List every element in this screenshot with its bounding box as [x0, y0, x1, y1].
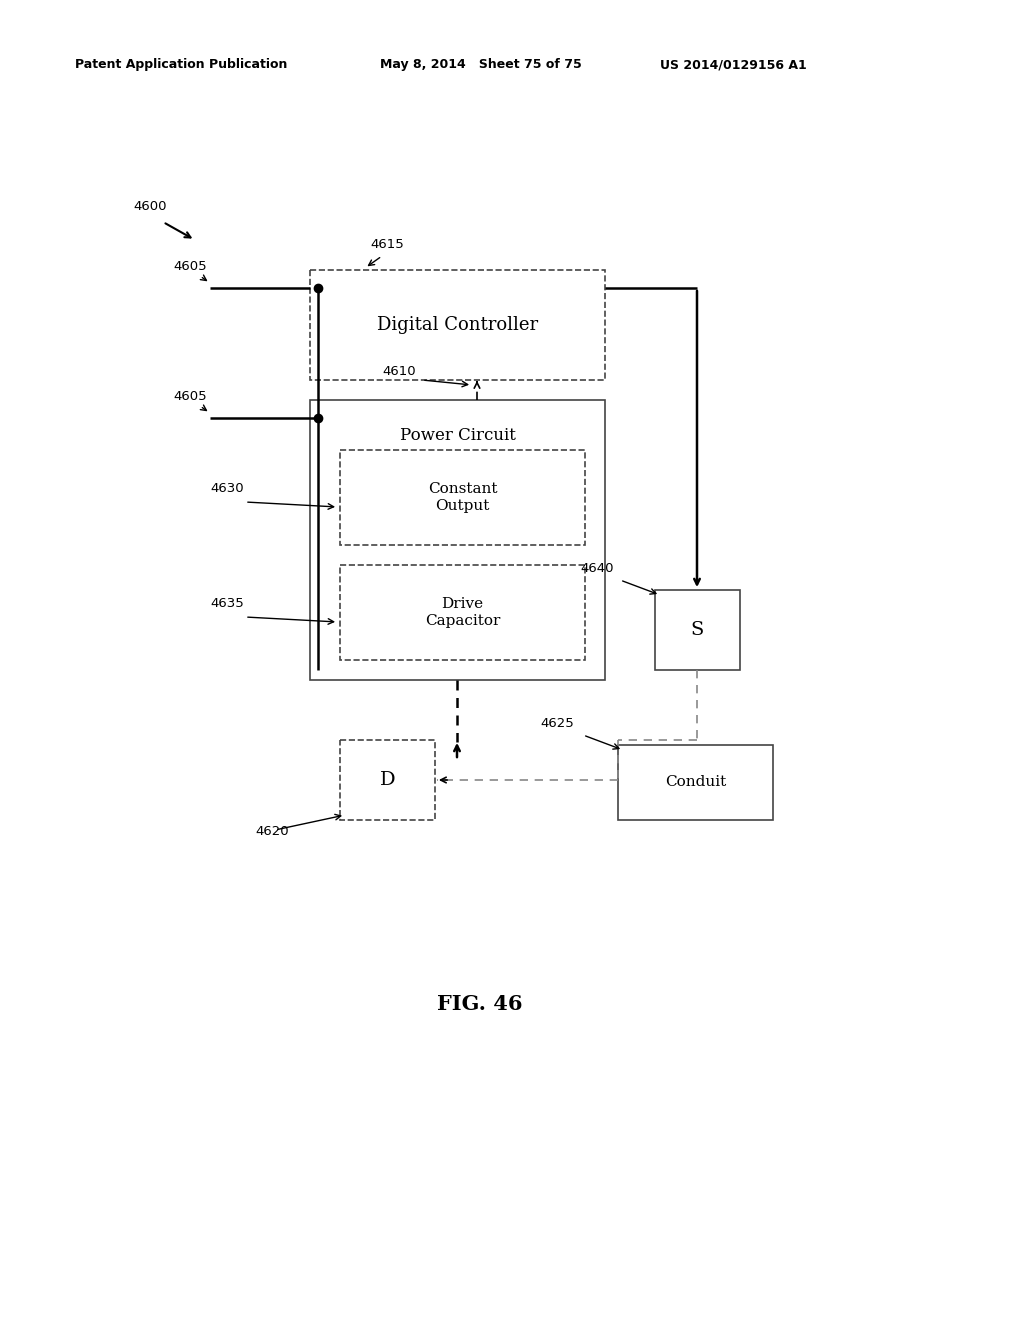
Bar: [655, 590, 740, 671]
Bar: [340, 741, 435, 820]
Text: D: D: [380, 771, 395, 789]
Text: S: S: [691, 620, 705, 639]
Bar: [310, 400, 605, 680]
Text: 4630: 4630: [210, 482, 244, 495]
Text: 4615: 4615: [370, 238, 403, 251]
Text: Power Circuit: Power Circuit: [399, 426, 515, 444]
Text: 4640: 4640: [580, 562, 613, 576]
Text: Constant
Output: Constant Output: [428, 482, 498, 512]
Text: 4625: 4625: [540, 717, 573, 730]
Text: 4620: 4620: [255, 825, 289, 838]
Text: 4600: 4600: [133, 201, 167, 213]
Text: US 2014/0129156 A1: US 2014/0129156 A1: [660, 58, 807, 71]
Bar: [340, 450, 585, 545]
Text: 4610: 4610: [382, 366, 416, 378]
Text: May 8, 2014   Sheet 75 of 75: May 8, 2014 Sheet 75 of 75: [380, 58, 582, 71]
Text: Digital Controller: Digital Controller: [377, 315, 538, 334]
Text: 4605: 4605: [173, 260, 207, 273]
Text: FIG. 46: FIG. 46: [437, 994, 522, 1014]
Bar: [340, 565, 585, 660]
Bar: [310, 271, 605, 380]
Bar: [618, 744, 773, 820]
Text: Conduit: Conduit: [665, 776, 726, 789]
Text: Patent Application Publication: Patent Application Publication: [75, 58, 288, 71]
Text: 4605: 4605: [173, 389, 207, 403]
Text: Drive
Capacitor: Drive Capacitor: [425, 598, 500, 627]
Text: 4635: 4635: [210, 597, 244, 610]
